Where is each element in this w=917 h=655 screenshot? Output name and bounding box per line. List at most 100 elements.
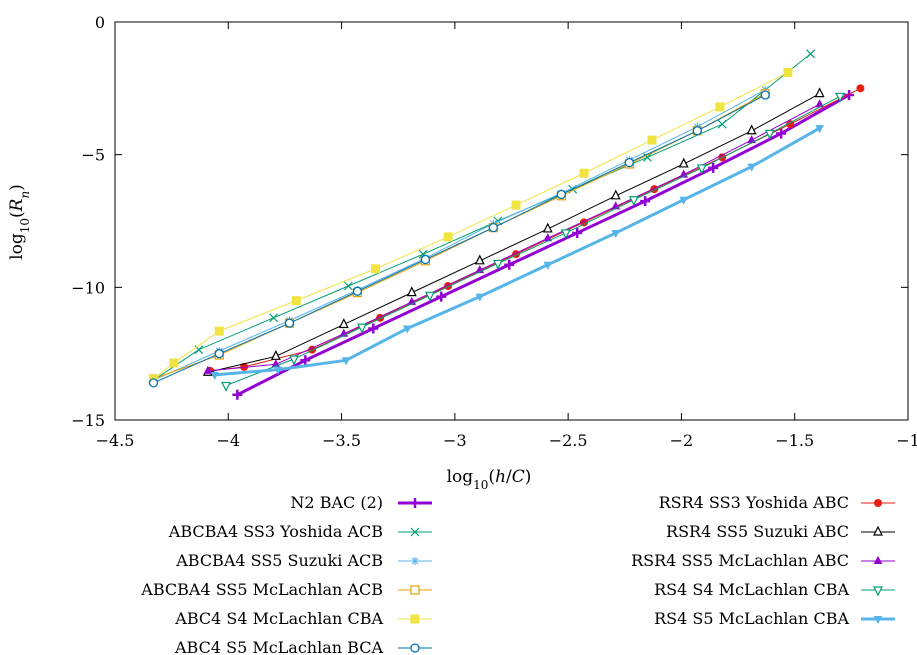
series-5 <box>149 67 793 384</box>
series-7 <box>206 84 865 375</box>
legend-item: ABCBA4 SS3 Yoshida ACB <box>168 522 432 541</box>
series-line <box>153 93 766 380</box>
data-point <box>647 135 657 145</box>
y-axis-label: log10(Rn) <box>7 184 32 260</box>
legend-marker <box>410 527 420 537</box>
data-point <box>715 102 725 112</box>
data-point <box>402 325 412 334</box>
data-point <box>269 313 279 323</box>
series-line <box>236 93 850 397</box>
series-2 <box>149 49 815 385</box>
legend: N2 BAC (2) ABCBA4 SS3 Yoshida ACB ABCBA4 S… <box>140 493 895 655</box>
data-point <box>692 126 702 136</box>
data-point <box>747 163 757 172</box>
series-line <box>153 89 766 381</box>
plot-area <box>114 21 909 421</box>
data-point <box>760 90 770 100</box>
data-point <box>273 366 283 375</box>
legend-label: ABC4 S5 McLachlan BCA <box>174 638 383 655</box>
x-tick-label: −3 <box>443 431 467 450</box>
data-point <box>783 67 793 77</box>
axis-ticks: −4.5 −4 −3.5 −3 −2.5 −2 −1.5 −1 −15 −10 −5 0 <box>71 13 917 450</box>
data-point <box>424 291 435 302</box>
legend-item: ABCBA4 SS5 McLachlan ACB <box>140 580 432 599</box>
data-point <box>203 365 213 374</box>
series-3 <box>149 85 770 385</box>
x-axis-label: log10(h/C) <box>447 467 532 492</box>
data-point <box>815 125 824 134</box>
legend-label: RS4 S4 McLachlan CBA <box>654 580 849 599</box>
series-line <box>225 95 841 386</box>
series-layer <box>148 49 865 400</box>
data-point <box>624 157 634 168</box>
legend-item: RSR4 SS5 Suzuki ABC <box>666 522 895 541</box>
data-point <box>543 261 553 270</box>
data-point <box>643 152 652 162</box>
data-point <box>708 162 719 173</box>
data-point <box>420 254 431 265</box>
y-tick-label: −10 <box>71 278 105 297</box>
legend-label: ABCBA4 SS5 Suzuki ACB <box>175 551 383 570</box>
data-point <box>678 157 689 168</box>
series-11 <box>210 125 824 380</box>
data-point <box>628 196 639 207</box>
series-4 <box>148 89 770 384</box>
data-point <box>556 189 566 200</box>
legend-item: RSR4 SS5 McLachlan ABC <box>631 551 895 570</box>
x-tick-label: −1.5 <box>775 431 814 450</box>
legend-label: N2 BAC (2) <box>290 493 383 512</box>
data-point <box>679 196 689 205</box>
legend-item: RSR4 SS3 Yoshida ABC <box>659 493 895 512</box>
legend-marker <box>874 499 882 507</box>
data-point <box>210 371 220 380</box>
series-line <box>153 94 766 384</box>
series-1 <box>232 89 855 400</box>
data-point <box>406 286 417 297</box>
data-point <box>232 389 243 400</box>
data-point <box>341 357 351 366</box>
legend-item: ABC4 S4 McLachlan CBA <box>174 609 432 628</box>
data-point <box>291 296 301 306</box>
data-point <box>696 164 707 175</box>
data-point <box>579 168 589 178</box>
y-tick-label: −5 <box>81 146 105 165</box>
legend-item: ABCBA4 SS5 Suzuki ACB <box>175 551 432 570</box>
data-point <box>475 293 485 302</box>
legend-marker <box>410 643 420 653</box>
x-tick-label: −2 <box>670 431 694 450</box>
data-point <box>776 128 787 139</box>
data-point <box>856 84 865 93</box>
legend-marker <box>873 525 883 536</box>
data-point <box>511 200 521 210</box>
data-point <box>717 119 727 129</box>
series-10 <box>221 92 845 392</box>
data-point <box>352 286 363 296</box>
data-point <box>289 355 299 366</box>
y-tick-label: 0 <box>95 13 105 32</box>
legend-item: ABC4 S5 McLachlan BCA <box>174 638 432 655</box>
y-tick-label: −15 <box>71 411 105 430</box>
data-point <box>338 318 349 329</box>
legend-marker <box>411 557 419 565</box>
x-tick-label: −1 <box>896 431 917 450</box>
legend-label: ABCBA4 SS5 McLachlan ACB <box>140 580 383 599</box>
series-8 <box>202 87 825 376</box>
data-point <box>746 124 757 135</box>
data-point <box>169 358 179 368</box>
data-point <box>492 259 503 270</box>
legend-label: ABCBA4 SS3 Yoshida ACB <box>168 522 383 541</box>
legend-marker <box>410 585 420 595</box>
data-point <box>835 92 845 103</box>
data-point <box>611 229 621 238</box>
data-point <box>806 49 815 59</box>
data-point <box>542 222 553 233</box>
legend-label: RSR4 SS5 Suzuki ABC <box>666 522 849 541</box>
data-point <box>610 189 621 200</box>
series-line <box>207 93 820 373</box>
legend-marker <box>410 614 420 624</box>
x-tick-label: −4 <box>216 431 240 450</box>
data-point <box>214 349 224 359</box>
data-point <box>343 281 353 291</box>
data-point <box>300 355 311 366</box>
